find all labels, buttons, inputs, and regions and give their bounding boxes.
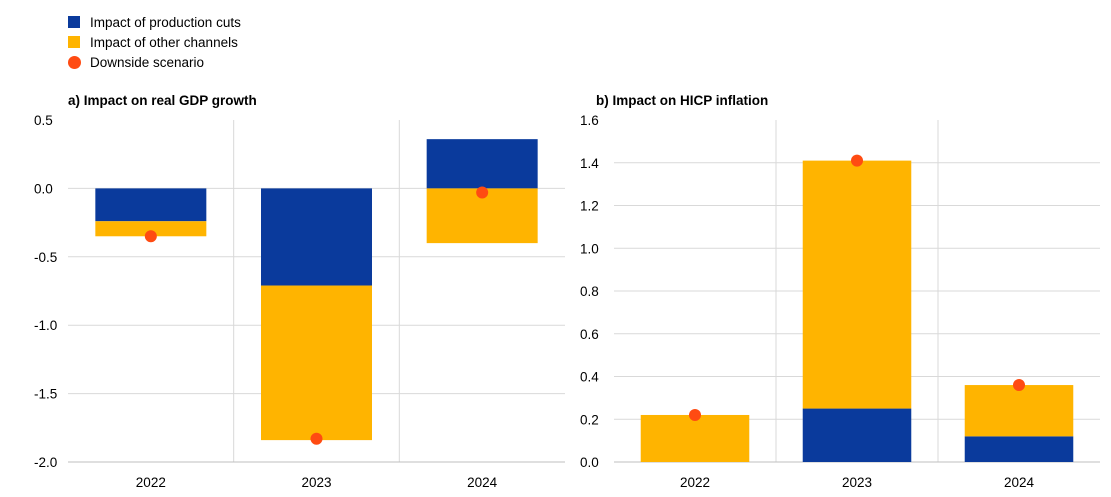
legend-item-downside-scenario: Downside scenario	[68, 52, 241, 72]
bar-hicp-production-cuts-2023	[802, 408, 912, 462]
bar-hicp-production-cuts-2024	[964, 436, 1074, 462]
y-tick-label: 1.6	[580, 113, 599, 128]
y-tick-label: 0.4	[580, 370, 599, 385]
y-tick-label: 1.4	[580, 156, 599, 171]
bar-gdp-production-cuts-2023	[261, 188, 372, 286]
bar-hicp-other-channels-2023	[802, 160, 912, 409]
bar-gdp-other-channels-2023	[261, 285, 372, 441]
x-tick-label-2022: 2022	[680, 475, 710, 490]
y-tick-label: -1.5	[34, 387, 57, 402]
y-tick-label: 1.0	[580, 241, 599, 256]
bar-gdp-production-cuts-2022	[95, 188, 207, 222]
bar-gdp-other-channels-2022	[95, 221, 207, 237]
scenario-point-gdp-2022	[144, 230, 157, 243]
legend-item-production-cuts: Impact of production cuts	[68, 12, 241, 32]
bar-gdp-production-cuts-2024	[426, 139, 538, 189]
y-tick-label: 0.5	[34, 113, 53, 128]
x-tick-label-2023: 2023	[842, 475, 872, 490]
y-tick-label: -0.5	[34, 250, 57, 265]
y-tick-label: 0.6	[580, 327, 599, 342]
scenario-point-hicp-2022	[689, 408, 701, 421]
y-tick-label: 0.8	[580, 284, 599, 299]
legend-label-production-cuts: Impact of production cuts	[90, 14, 241, 30]
y-tick-label: -1.0	[34, 318, 57, 333]
panel-title-hicp-inflation: b) Impact on HICP inflation	[596, 93, 768, 108]
panel-hicp-inflation: b) Impact on HICP inflation 1.6 1.4 1.2 1.0…	[580, 93, 1100, 490]
legend-label-other-channels: Impact of other channels	[90, 34, 238, 50]
scenario-point-hicp-2023	[851, 154, 863, 167]
bar-hicp-other-channels-2024	[964, 385, 1074, 437]
y-tick-label: 1.2	[580, 199, 599, 214]
x-tick-label-2022: 2022	[136, 475, 166, 490]
scenario-point-gdp-2023	[310, 432, 323, 445]
legend-swatch-production-cuts	[68, 16, 80, 28]
panel-gdp-growth: a) Impact on real GDP growth 0.5 0.0 -0.5 -…	[34, 93, 565, 490]
y-tick-label: -2.0	[34, 455, 57, 470]
legend-swatch-other-channels	[68, 36, 80, 48]
x-tick-label-2023: 2023	[301, 475, 331, 490]
scenario-point-hicp-2024	[1013, 379, 1025, 392]
y-tick-label: 0.0	[580, 455, 599, 470]
x-tick-label-2024: 2024	[1004, 475, 1035, 490]
legend-item-other-channels: Impact of other channels	[68, 32, 241, 52]
chart-legend: Impact of production cuts Impact of othe…	[68, 12, 241, 72]
y-tick-label: 0.0	[34, 181, 53, 196]
legend-label-downside-scenario: Downside scenario	[90, 54, 205, 70]
legend-marker-downside-scenario	[68, 55, 81, 69]
bar-hicp-other-channels-2022	[640, 414, 750, 462]
y-tick-label: 0.2	[580, 412, 599, 427]
x-tick-label-2024: 2024	[467, 475, 498, 490]
scenario-point-gdp-2024	[476, 186, 489, 199]
panel-title-gdp-growth: a) Impact on real GDP growth	[68, 93, 257, 108]
